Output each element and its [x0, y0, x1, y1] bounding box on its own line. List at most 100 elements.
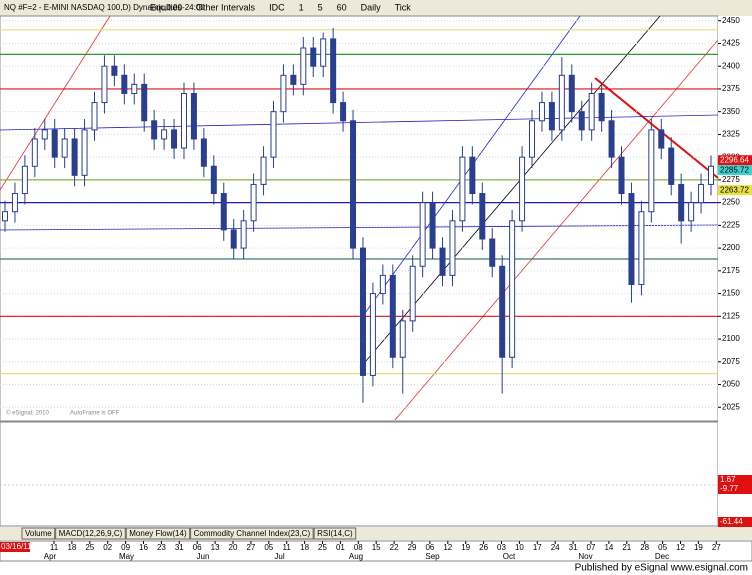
candle-body — [350, 120, 357, 249]
tab-box[interactable] — [190, 527, 314, 540]
chart-title: NQ #F=2 - E-MINI NASDAQ 100,D) Dynamic,0… — [4, 3, 205, 12]
tab-box[interactable] — [21, 527, 56, 540]
candle-body — [568, 74, 575, 113]
macd-label: -9.77 — [720, 484, 739, 493]
trend-line — [394, 39, 719, 421]
month-label: Nov — [578, 552, 592, 561]
macd-label: 1.67 — [720, 475, 736, 484]
day-label: 19 — [694, 543, 703, 552]
candle-body — [230, 229, 237, 249]
day-label: 11 — [50, 543, 59, 552]
toolbar-item: IDC — [269, 2, 285, 12]
tab: Commodity Channel Index(23,C) — [194, 529, 311, 538]
y-tick-label: 2200 — [722, 243, 740, 252]
month-label: Apr — [44, 552, 57, 561]
macd-panel — [0, 421, 719, 527]
candle-body — [588, 92, 595, 131]
candle-body — [41, 129, 48, 140]
candle-body — [529, 120, 536, 158]
macd-label-box — [718, 475, 752, 485]
day-label: 25 — [85, 543, 94, 552]
candle-body — [429, 202, 436, 249]
month-label: Oct — [503, 552, 516, 561]
toolbar-item: Tick — [395, 2, 412, 12]
candle-body — [618, 156, 625, 195]
candle-body — [131, 83, 138, 94]
day-label: 16 — [139, 543, 148, 552]
candle-body — [180, 92, 187, 149]
start-date-box — [0, 542, 30, 552]
candle-body — [409, 265, 416, 322]
candle-body — [210, 165, 217, 195]
y-tick-label: 2325 — [722, 130, 740, 139]
candle-body — [200, 138, 207, 167]
day-label: 10 — [515, 543, 524, 552]
candle-body — [509, 220, 516, 358]
day-label: 02 — [103, 543, 112, 552]
price-panel — [0, 15, 719, 422]
tab-box[interactable] — [125, 527, 191, 540]
month-label: Jul — [274, 552, 284, 561]
day-label: 15 — [372, 543, 381, 552]
day-label: 07 — [587, 543, 596, 552]
day-label: 24 — [551, 543, 560, 552]
candle-body — [628, 193, 635, 285]
candle-body — [330, 38, 337, 104]
candle-body — [379, 274, 386, 295]
tab: RSI(14,C) — [317, 529, 353, 538]
day-label: 05 — [264, 543, 273, 552]
y-tick-label: 2450 — [722, 16, 740, 25]
price-marker-label: 2285.72 — [720, 165, 749, 174]
month-label: Dec — [655, 552, 669, 561]
candle-body — [280, 74, 287, 113]
day-label: 11 — [283, 543, 292, 552]
tab-box[interactable] — [313, 527, 357, 540]
candle-body — [678, 183, 685, 222]
candle-body — [240, 220, 247, 249]
candle-body — [449, 220, 456, 276]
candle-body — [389, 274, 396, 358]
candle-body — [270, 111, 277, 158]
candle-body — [698, 183, 705, 204]
start-date: 03/16/11 — [1, 542, 32, 551]
candle-body — [310, 47, 317, 67]
toolbar-item: 1 — [299, 2, 304, 12]
price-marker-label: 2263.72 — [720, 185, 749, 194]
macd-label: -61.44 — [720, 517, 743, 526]
toolbar — [0, 0, 752, 16]
candle-body — [290, 74, 297, 85]
day-label: 22 — [390, 543, 399, 552]
toolbar-item: Equities — [150, 2, 183, 12]
day-label: 05 — [658, 543, 667, 552]
toolbar-item: Other Intervals — [196, 2, 256, 12]
candle-body — [359, 247, 366, 376]
candle-body — [250, 183, 257, 222]
right-axis — [718, 16, 752, 526]
candle-body — [21, 165, 28, 195]
day-label: 17 — [533, 543, 542, 552]
day-label: 08 — [354, 543, 363, 552]
y-tick-label: 2425 — [722, 39, 740, 48]
day-label: 18 — [67, 543, 76, 552]
y-tick-label: 2125 — [722, 311, 740, 320]
y-tick-label: 2075 — [722, 357, 740, 366]
month-label: May — [119, 552, 134, 561]
candle-body — [320, 38, 327, 67]
y-tick-label: 2375 — [722, 84, 740, 93]
candle-body — [459, 156, 466, 222]
tab-box[interactable] — [55, 527, 126, 540]
price-marker-label: 2296.64 — [720, 155, 749, 164]
day-label: 03 — [497, 543, 506, 552]
day-label: 21 — [622, 543, 631, 552]
macd-label-box — [718, 517, 752, 527]
candle-body — [608, 120, 615, 158]
trend-line — [0, 114, 719, 131]
footer: Published by eSignal www.esignal.com — [575, 563, 748, 574]
y-tick-label: 2275 — [722, 175, 740, 184]
day-label: 06 — [425, 543, 434, 552]
candle-body — [499, 265, 506, 358]
candle-body — [151, 120, 158, 140]
y-tick-label: 2250 — [722, 198, 740, 207]
tab-bar — [0, 527, 752, 540]
